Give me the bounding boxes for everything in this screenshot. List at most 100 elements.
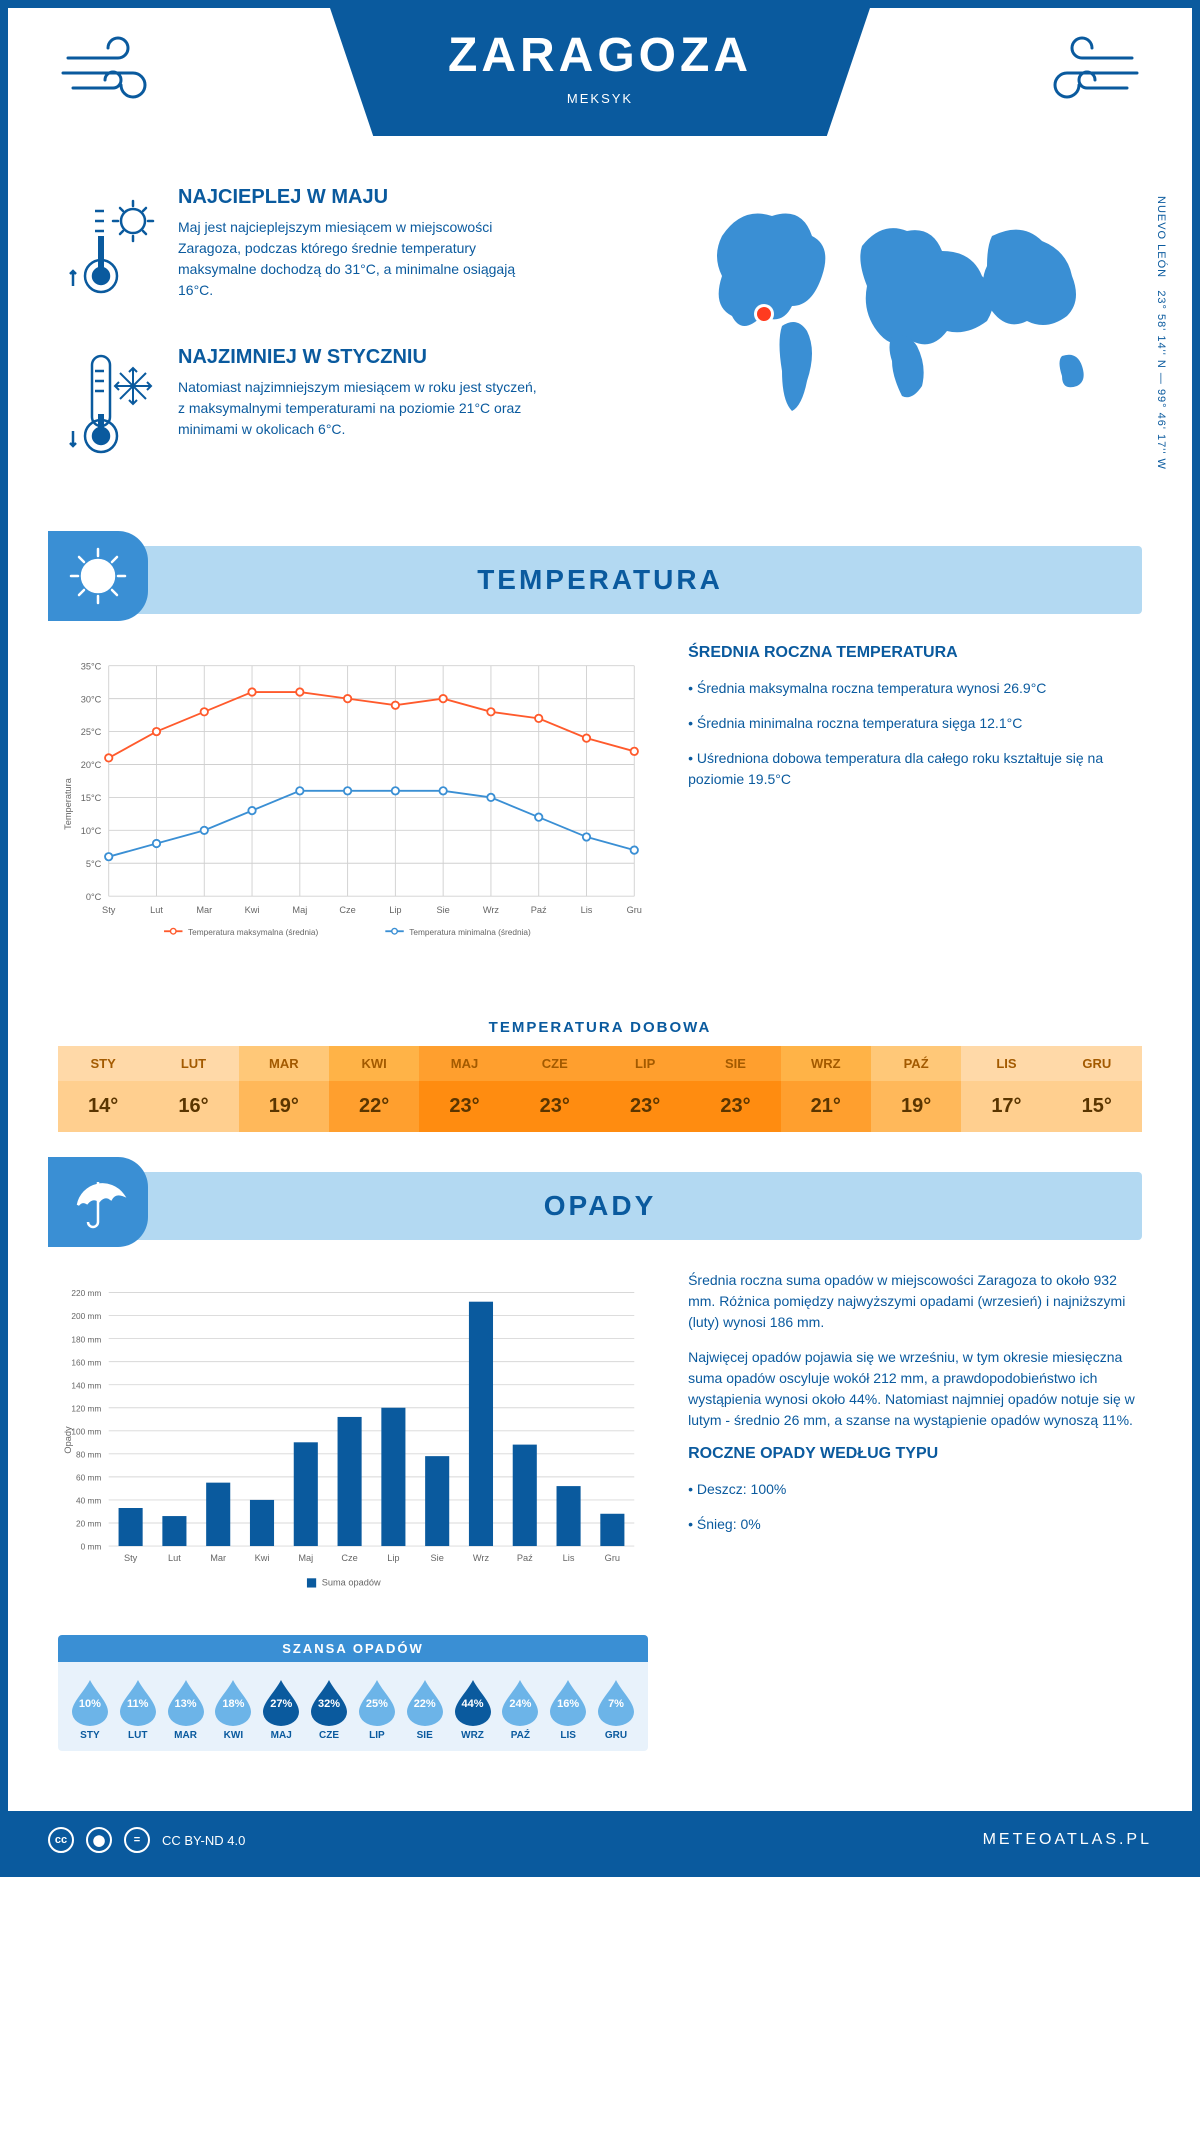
title-banner: ZARAGOZA MEKSYK bbox=[330, 8, 870, 136]
svg-text:Paź: Paź bbox=[517, 1553, 533, 1563]
chance-row: 10%STY11%LUT13%MAR18%KWI27%MAJ32%CZE25%L… bbox=[58, 1662, 648, 1751]
chance-item: 7%GRU bbox=[594, 1676, 638, 1741]
intro-section: NAJCIEPLEJ W MAJU Maj jest najcieplejszy… bbox=[8, 136, 1192, 546]
country-name: MEKSYK bbox=[350, 91, 850, 106]
daily-temp-title: TEMPERATURA DOBOWA bbox=[8, 1019, 1192, 1036]
svg-text:15°C: 15°C bbox=[81, 793, 102, 803]
chance-box: SZANSA OPADÓW 10%STY11%LUT13%MAR18%KWI27… bbox=[58, 1635, 648, 1751]
by-icon: ⬤ bbox=[86, 1827, 112, 1853]
chance-item: 27%MAJ bbox=[259, 1676, 303, 1741]
license-text: CC BY-ND 4.0 bbox=[162, 1833, 245, 1848]
world-map: NUEVO LEÓN 23° 58' 14'' N — 99° 46' 17''… bbox=[692, 186, 1132, 506]
chance-item: 32%CZE bbox=[307, 1676, 351, 1741]
daily-col: PAŹ19° bbox=[871, 1046, 961, 1132]
chance-item: 24%PAŹ bbox=[498, 1676, 542, 1741]
svg-text:Mar: Mar bbox=[210, 1553, 226, 1563]
daily-col: MAR19° bbox=[239, 1046, 329, 1132]
svg-text:180 mm: 180 mm bbox=[71, 1334, 101, 1344]
svg-text:100 mm: 100 mm bbox=[71, 1426, 101, 1436]
svg-text:60 mm: 60 mm bbox=[76, 1473, 101, 1483]
precip-snow: • Śnieg: 0% bbox=[688, 1514, 1142, 1535]
svg-text:20°C: 20°C bbox=[81, 760, 102, 770]
temp-content: 0°C5°C10°C15°C20°C25°C30°C35°CStyLutMarK… bbox=[8, 614, 1192, 999]
svg-text:140 mm: 140 mm bbox=[71, 1380, 101, 1390]
warmest-block: NAJCIEPLEJ W MAJU Maj jest najcieplejszy… bbox=[68, 186, 662, 311]
intro-text-column: NAJCIEPLEJ W MAJU Maj jest najcieplejszy… bbox=[68, 186, 662, 506]
svg-text:Lis: Lis bbox=[563, 1553, 575, 1563]
umbrella-icon bbox=[48, 1157, 148, 1247]
daily-col: LIP23° bbox=[600, 1046, 690, 1132]
precip-section-banner: OPADY bbox=[58, 1172, 1142, 1240]
daily-col: LUT16° bbox=[148, 1046, 238, 1132]
coldest-block: NAJZIMNIEJ W STYCZNIU Natomiast najzimni… bbox=[68, 346, 662, 471]
wind-icon bbox=[58, 33, 178, 118]
coldest-desc: Natomiast najzimniejszym miesiącem w rok… bbox=[178, 377, 538, 440]
svg-text:40 mm: 40 mm bbox=[76, 1496, 101, 1506]
temp-info: ŚREDNIA ROCZNA TEMPERATURA • Średnia mak… bbox=[688, 644, 1142, 969]
svg-text:Lut: Lut bbox=[150, 905, 163, 915]
temp-chart: 0°C5°C10°C15°C20°C25°C30°C35°CStyLutMarK… bbox=[58, 644, 648, 969]
daily-col: GRU15° bbox=[1052, 1046, 1142, 1132]
daily-col: WRZ21° bbox=[781, 1046, 871, 1132]
temp-info-1: • Średnia maksymalna roczna temperatura … bbox=[688, 678, 1142, 699]
chance-item: 10%STY bbox=[68, 1676, 112, 1741]
precip-info: Średnia roczna suma opadów w miejscowośc… bbox=[688, 1270, 1142, 1751]
svg-text:200 mm: 200 mm bbox=[71, 1311, 101, 1321]
svg-text:Wrz: Wrz bbox=[483, 905, 500, 915]
warmest-title: NAJCIEPLEJ W MAJU bbox=[178, 186, 538, 209]
svg-text:Cze: Cze bbox=[339, 905, 355, 915]
daily-col: LIS17° bbox=[961, 1046, 1051, 1132]
svg-text:Temperatura minimalna (średnia: Temperatura minimalna (średnia) bbox=[409, 927, 531, 937]
temp-info-3: • Uśredniona dobowa temperatura dla całe… bbox=[688, 748, 1142, 790]
svg-text:80 mm: 80 mm bbox=[76, 1450, 101, 1460]
latlon-label: 23° 58' 14'' N — 99° 46' 17'' W bbox=[1155, 290, 1167, 470]
coordinates: NUEVO LEÓN 23° 58' 14'' N — 99° 46' 17''… bbox=[1155, 196, 1167, 470]
precip-info-1: Średnia roczna suma opadów w miejscowośc… bbox=[688, 1270, 1142, 1333]
svg-text:Lis: Lis bbox=[581, 905, 593, 915]
svg-text:Sty: Sty bbox=[124, 1553, 138, 1563]
svg-text:Kwi: Kwi bbox=[255, 1553, 270, 1563]
precip-section-title: OPADY bbox=[58, 1190, 1142, 1222]
warmest-desc: Maj jest najcieplejszym miesiącem w miej… bbox=[178, 217, 538, 301]
chance-item: 18%KWI bbox=[211, 1676, 255, 1741]
region-label: NUEVO LEÓN bbox=[1155, 196, 1167, 278]
svg-text:220 mm: 220 mm bbox=[71, 1288, 101, 1298]
sun-icon bbox=[48, 531, 148, 621]
chance-item: 44%WRZ bbox=[451, 1676, 495, 1741]
temp-info-title: ŚREDNIA ROCZNA TEMPERATURA bbox=[688, 644, 1142, 662]
daily-col: SIE23° bbox=[690, 1046, 780, 1132]
svg-text:Gru: Gru bbox=[627, 905, 642, 915]
hero: ZARAGOZA MEKSYK bbox=[8, 8, 1192, 136]
temp-section-title: TEMPERATURA bbox=[58, 564, 1142, 596]
svg-text:Temperatura: Temperatura bbox=[63, 777, 73, 830]
city-name: ZARAGOZA bbox=[350, 28, 850, 83]
daily-temp-table: STY14°LUT16°MAR19°KWI22°MAJ23°CZE23°LIP2… bbox=[58, 1046, 1142, 1132]
svg-text:120 mm: 120 mm bbox=[71, 1403, 101, 1413]
svg-text:Paź: Paź bbox=[531, 905, 547, 915]
thermometer-sun-icon bbox=[68, 186, 158, 311]
svg-text:0°C: 0°C bbox=[86, 892, 102, 902]
page: ZARAGOZA MEKSYK NAJCIEPLEJ W MAJU Maj je… bbox=[0, 0, 1200, 1877]
precip-rain: • Deszcz: 100% bbox=[688, 1479, 1142, 1500]
svg-text:Cze: Cze bbox=[341, 1553, 357, 1563]
svg-text:Lip: Lip bbox=[387, 1553, 399, 1563]
chance-item: 16%LIS bbox=[546, 1676, 590, 1741]
svg-text:0 mm: 0 mm bbox=[81, 1542, 102, 1552]
daily-col: MAJ23° bbox=[419, 1046, 509, 1132]
svg-text:Sty: Sty bbox=[102, 905, 116, 915]
daily-col: KWI22° bbox=[329, 1046, 419, 1132]
svg-text:Maj: Maj bbox=[292, 905, 307, 915]
svg-text:Kwi: Kwi bbox=[245, 905, 260, 915]
svg-text:25°C: 25°C bbox=[81, 727, 102, 737]
chance-item: 13%MAR bbox=[164, 1676, 208, 1741]
svg-text:Temperatura maksymalna (średni: Temperatura maksymalna (średnia) bbox=[188, 927, 318, 937]
cc-icon: cc bbox=[48, 1827, 74, 1853]
svg-text:Lut: Lut bbox=[168, 1553, 181, 1563]
svg-text:Maj: Maj bbox=[298, 1553, 313, 1563]
svg-text:35°C: 35°C bbox=[81, 661, 102, 671]
precip-info-2: Najwięcej opadów pojawia się we wrześniu… bbox=[688, 1347, 1142, 1431]
svg-text:20 mm: 20 mm bbox=[76, 1519, 101, 1529]
svg-text:Gru: Gru bbox=[605, 1553, 620, 1563]
svg-text:Sie: Sie bbox=[436, 905, 449, 915]
daily-col: CZE23° bbox=[510, 1046, 600, 1132]
